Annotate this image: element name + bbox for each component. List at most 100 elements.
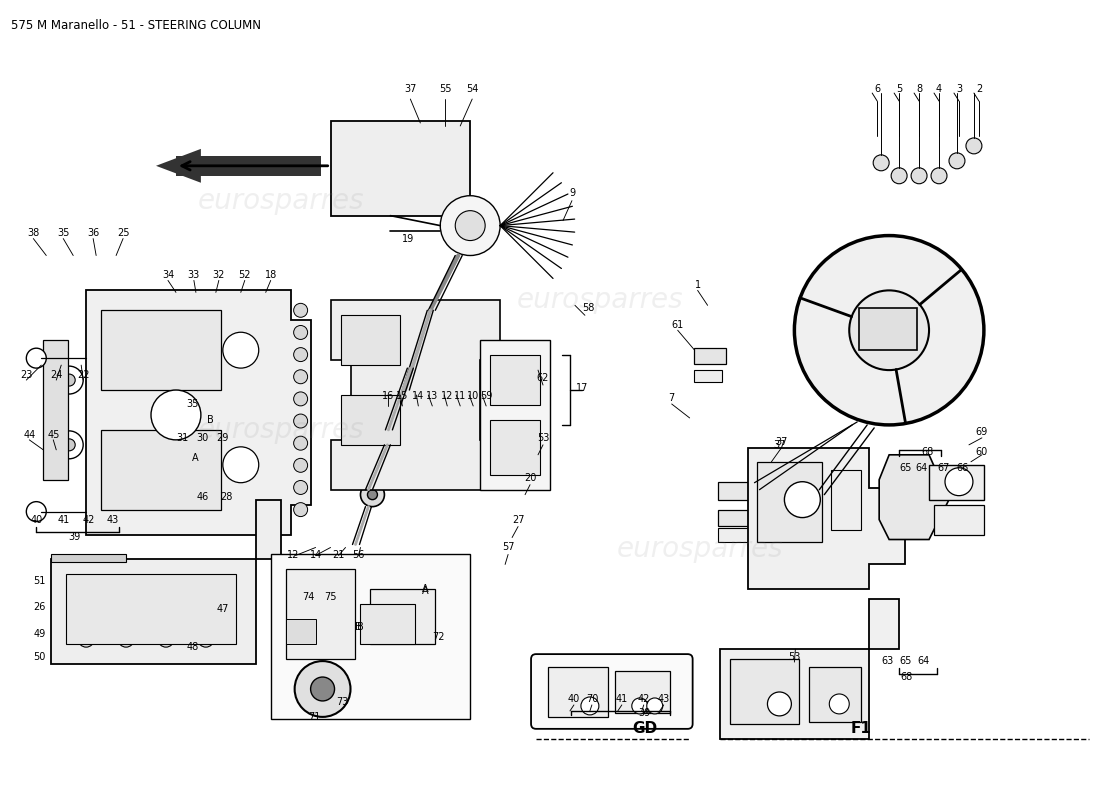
Circle shape	[26, 348, 46, 368]
Circle shape	[55, 431, 84, 458]
Circle shape	[78, 582, 95, 598]
Text: 73: 73	[337, 697, 349, 707]
Text: 18: 18	[265, 270, 277, 281]
Circle shape	[829, 694, 849, 714]
Circle shape	[158, 631, 174, 647]
Text: 65: 65	[899, 656, 911, 666]
Text: 57: 57	[502, 542, 515, 553]
Text: eurosparres: eurosparres	[616, 535, 783, 563]
Text: 70: 70	[585, 694, 598, 704]
Text: 45: 45	[47, 430, 59, 440]
Bar	[491, 420, 540, 474]
Bar	[615, 671, 670, 713]
Text: 25: 25	[117, 227, 130, 238]
Text: 60: 60	[976, 447, 988, 457]
Text: 71: 71	[308, 712, 321, 722]
Circle shape	[63, 374, 75, 386]
Text: 40: 40	[30, 514, 43, 525]
Text: 5: 5	[896, 84, 902, 94]
Circle shape	[891, 168, 908, 184]
Circle shape	[784, 482, 821, 518]
Circle shape	[223, 447, 258, 482]
Text: 65: 65	[899, 462, 911, 473]
Text: eurosparres: eurosparres	[197, 186, 364, 214]
Circle shape	[966, 138, 982, 154]
Polygon shape	[331, 300, 500, 490]
Polygon shape	[156, 149, 201, 182]
Text: 46: 46	[197, 492, 209, 502]
Text: 30: 30	[197, 433, 209, 443]
Text: B: B	[358, 622, 364, 632]
Circle shape	[294, 414, 308, 428]
Text: 20: 20	[524, 473, 536, 482]
Text: 31: 31	[177, 433, 189, 443]
Polygon shape	[748, 448, 905, 590]
Text: 75: 75	[324, 592, 337, 602]
Polygon shape	[331, 121, 470, 216]
Bar	[694, 348, 726, 364]
Circle shape	[581, 697, 598, 715]
Circle shape	[151, 390, 201, 440]
Text: B: B	[208, 415, 214, 425]
Text: 23: 23	[20, 370, 33, 380]
Text: 44: 44	[23, 430, 35, 440]
Text: 41: 41	[57, 514, 69, 525]
Text: 50: 50	[33, 652, 45, 662]
Circle shape	[118, 582, 134, 598]
Bar	[717, 482, 758, 500]
Text: 69: 69	[976, 427, 988, 437]
Circle shape	[55, 366, 84, 394]
Text: 68: 68	[921, 447, 933, 457]
Bar	[800, 490, 849, 512]
Text: 51: 51	[33, 576, 45, 586]
Bar	[491, 355, 540, 405]
Circle shape	[949, 153, 965, 169]
Polygon shape	[879, 455, 949, 539]
Text: 64: 64	[917, 656, 930, 666]
Circle shape	[455, 210, 485, 241]
Bar	[371, 590, 436, 644]
Text: 62: 62	[537, 373, 549, 383]
Circle shape	[404, 343, 427, 367]
Text: 54: 54	[466, 84, 478, 94]
Text: 72: 72	[432, 632, 444, 642]
Text: B: B	[355, 622, 362, 632]
Text: 61: 61	[672, 320, 684, 330]
Text: 11: 11	[454, 391, 466, 401]
Text: 37: 37	[404, 84, 417, 94]
Text: 74: 74	[302, 592, 315, 602]
Text: 67: 67	[938, 462, 950, 473]
Text: 39: 39	[68, 531, 80, 542]
Text: 40: 40	[568, 694, 580, 704]
Text: 12: 12	[441, 391, 453, 401]
Bar	[341, 395, 400, 445]
Circle shape	[158, 582, 174, 598]
Bar	[341, 315, 400, 365]
Text: 53: 53	[537, 433, 549, 443]
Text: 28: 28	[221, 492, 233, 502]
Bar	[694, 370, 722, 382]
Text: 1: 1	[694, 280, 701, 290]
Circle shape	[63, 439, 75, 451]
Text: 3: 3	[956, 84, 962, 94]
Text: 16: 16	[383, 391, 395, 401]
Text: 39: 39	[639, 708, 651, 718]
Text: 43: 43	[107, 514, 119, 525]
Bar	[286, 619, 316, 644]
Text: 9: 9	[569, 188, 575, 198]
Circle shape	[382, 421, 406, 445]
Circle shape	[361, 482, 384, 506]
Text: 14: 14	[309, 550, 321, 561]
Text: 59: 59	[480, 391, 493, 401]
Text: 17: 17	[575, 383, 589, 393]
Circle shape	[911, 168, 927, 184]
Text: A: A	[422, 586, 429, 596]
Bar	[52, 554, 127, 562]
Text: 6: 6	[874, 84, 880, 94]
Bar	[832, 470, 861, 530]
Text: 14: 14	[412, 391, 425, 401]
Polygon shape	[176, 156, 320, 176]
Text: 21: 21	[332, 550, 344, 561]
Text: 13: 13	[426, 391, 439, 401]
Text: 52: 52	[239, 270, 251, 281]
